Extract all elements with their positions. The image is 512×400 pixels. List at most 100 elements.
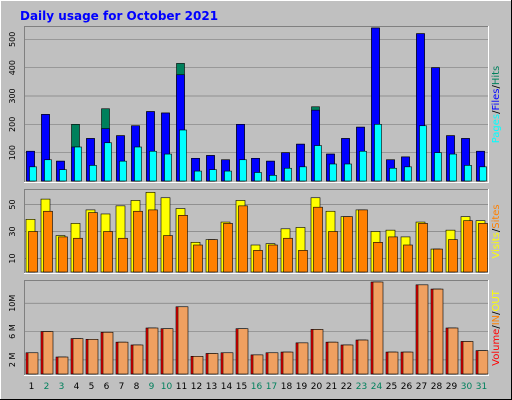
bar-sites-14 [223, 223, 233, 273]
bar-sites-19 [298, 250, 308, 273]
bar-in-29 [447, 327, 459, 375]
bar-sites-28 [433, 248, 443, 273]
day-label: 14 [221, 382, 233, 392]
day-label: 11 [176, 382, 187, 392]
tick-label: 100 [8, 145, 17, 160]
bar-pages-25 [389, 167, 397, 182]
bar-pages-19 [299, 166, 307, 182]
bar-sites-7 [118, 237, 128, 273]
tick-label: 6 M [8, 324, 17, 339]
day-label: 1 [29, 382, 35, 392]
bar-sites-18 [283, 237, 293, 273]
bar-sites-29 [448, 239, 458, 273]
bar-pages-18 [284, 167, 292, 182]
day-label: 19 [296, 382, 308, 392]
tick-label: 50 [8, 199, 17, 209]
bar-in-31 [477, 350, 489, 375]
bar-in-23 [357, 339, 369, 375]
tick-label: 400 [8, 60, 17, 75]
bar-pages-7 [119, 160, 127, 182]
panel-visits: 10 30 50 Visits/Sites [8, 189, 502, 274]
bar-in-8 [132, 344, 144, 375]
bar-sites-31 [478, 223, 488, 273]
bar-sites-11 [178, 215, 188, 273]
bar-sites-16 [253, 250, 263, 273]
day-label: 2 [44, 382, 50, 392]
panels-group: 100200300400500Pages/Files/Hits103050Vis… [8, 26, 502, 376]
bar-pages-29 [449, 153, 457, 182]
legend-usage: Pages/Files/Hits [491, 66, 502, 144]
legend-item: Sites [491, 204, 502, 228]
bar-sites-24 [373, 242, 383, 273]
day-label: 7 [119, 382, 125, 392]
chart-title: Daily usage for October 2021 [20, 9, 218, 23]
day-label: 31 [476, 382, 487, 392]
bar-in-11 [177, 306, 189, 375]
legend-item: Visits [491, 232, 502, 259]
bar-sites-25 [388, 236, 398, 273]
bar-pages-28 [434, 152, 442, 182]
bar-sites-21 [328, 231, 338, 273]
day-label: 23 [356, 382, 367, 392]
bar-in-18 [282, 351, 294, 375]
bar-sites-20 [313, 206, 323, 273]
bar-in-15 [237, 328, 249, 375]
bar-pages-2 [44, 159, 52, 182]
bar-in-27 [417, 284, 429, 375]
bar-in-1 [27, 352, 39, 375]
bar-in-19 [297, 342, 309, 375]
bar-pages-6 [104, 142, 112, 182]
bar-in-22 [342, 344, 354, 375]
bar-in-17 [267, 352, 279, 375]
bar-sites-5 [88, 212, 98, 273]
bar-pages-10 [164, 153, 172, 182]
bar-pages-20 [314, 145, 322, 182]
bar-pages-12 [194, 170, 202, 182]
bar-pages-21 [329, 163, 337, 182]
bar-sites-8 [133, 210, 143, 273]
day-label: 13 [206, 382, 217, 392]
tick-label: 10M [8, 295, 17, 312]
bar-sites-15 [238, 205, 248, 273]
legend-visits: Visits/Sites [491, 204, 502, 258]
day-label: 27 [416, 382, 427, 392]
bar-pages-5 [89, 165, 97, 182]
bar-in-13 [207, 353, 219, 375]
bar-sites-23 [358, 209, 368, 273]
day-label: 24 [371, 382, 383, 392]
legend-item: / [491, 325, 502, 329]
bar-sites-27 [418, 223, 428, 273]
day-label: 18 [281, 382, 293, 392]
bar-sites-10 [163, 235, 173, 273]
bar-in-14 [222, 352, 234, 375]
bar-pages-24 [374, 124, 382, 182]
bar-sites-2 [43, 210, 53, 273]
bar-in-25 [387, 351, 399, 375]
bar-pages-17 [269, 175, 277, 182]
bar-pages-27 [419, 125, 427, 182]
bar-in-16 [252, 354, 264, 375]
bar-sites-12 [193, 244, 203, 273]
legend-item: IN [491, 315, 502, 325]
legend-item: OUT [491, 289, 502, 311]
tick-label: 500 [8, 32, 17, 47]
bar-in-30 [462, 341, 474, 375]
day-label: 28 [431, 382, 443, 392]
day-label: 21 [326, 382, 337, 392]
day-label: 4 [74, 382, 80, 392]
tick-label: 10 [8, 253, 17, 263]
day-label: 29 [446, 382, 458, 392]
legend-volume: Volume/IN/OUT [491, 289, 502, 366]
legend-item: / [491, 110, 502, 114]
bar-in-9 [147, 327, 159, 375]
bar-pages-15 [239, 159, 247, 182]
bar-sites-4 [73, 237, 83, 273]
bar-sites-6 [103, 231, 113, 273]
bar-in-5 [87, 339, 99, 375]
legend-item: Pages [491, 114, 502, 143]
day-label: 16 [251, 382, 263, 392]
bar-in-4 [72, 338, 84, 375]
legend-item: / [491, 228, 502, 232]
